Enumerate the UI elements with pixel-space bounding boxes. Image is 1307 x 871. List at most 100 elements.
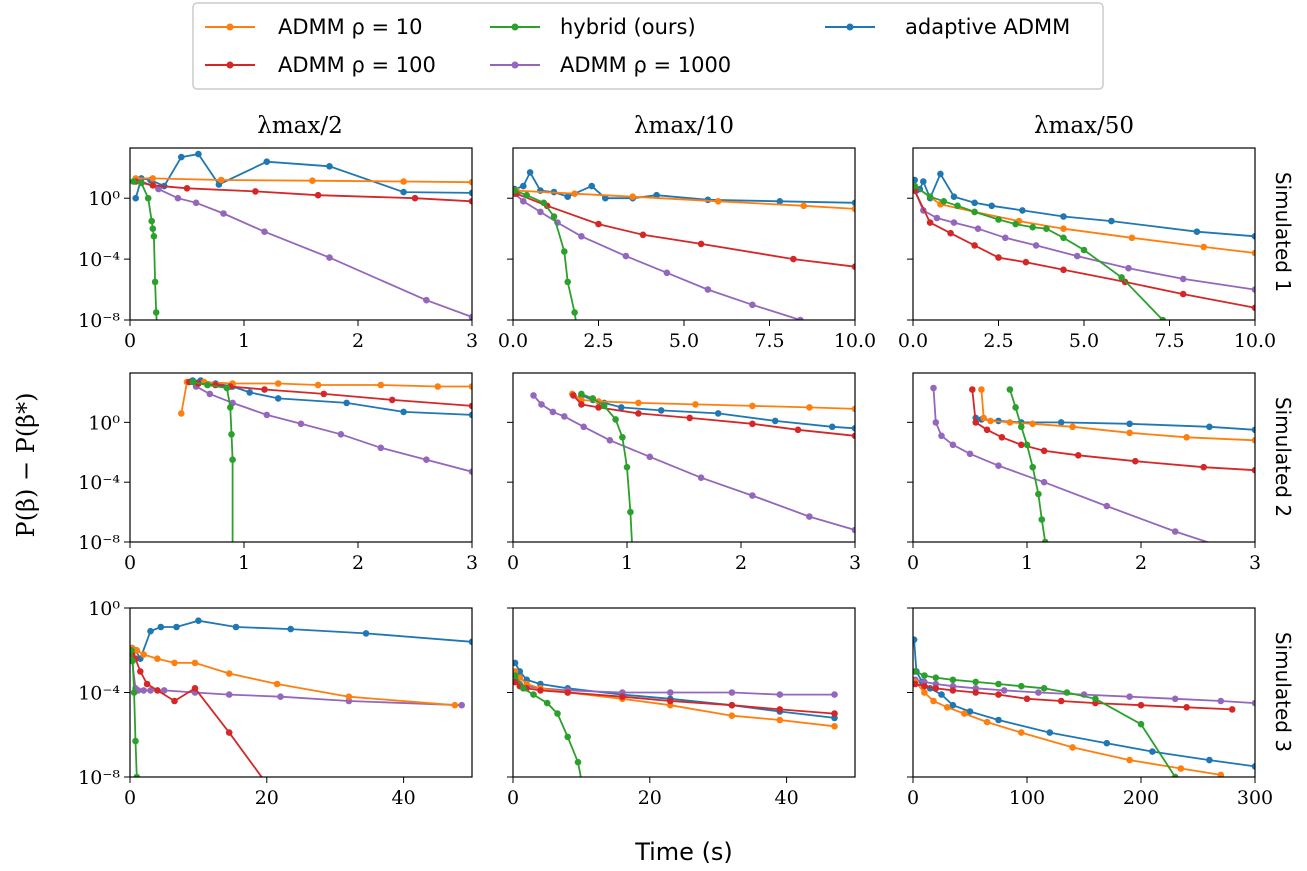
panel-r2c1-xtick-label: 0 [124,552,136,574]
panel-r2c2-point-adaptive-admm [828,423,836,431]
panel-r2c3-line-adaptive-admm [975,417,1255,431]
panel-r1c3-point-hybrid-ours- [1012,220,1019,228]
panel-r3c3-point-admm-100 [995,691,1002,698]
panel-r1c2-point-adaptive-admm [520,182,527,190]
panel-r2c3-point-adaptive-admm [1206,423,1213,431]
panel-r1c3-point-admm-1000 [1002,234,1009,242]
legend-marker-admm-rho-100 [226,61,234,69]
y-axis-label: P(β) − P(β*) [12,393,40,538]
panel-r1c3-point-admm-1000 [1179,275,1187,283]
panel-r1c2-point-admm-10 [800,202,807,210]
panel-r2c1-point-admm-1000 [297,420,305,428]
panel-r2c1-point-adaptive-admm [400,408,407,416]
panel-r3c2-frame [512,607,856,778]
panel-r1c3-point-admm-100 [947,229,954,237]
panel-r1c2-point-admm-1000 [749,301,756,309]
panel-r2c3-point-admm-100 [983,426,991,434]
panel-r2c1-point-admm-10 [274,380,282,387]
legend-label-adaptive-admm: adaptive ADMM [905,15,1070,39]
panel-r2c2-point-admm-10 [851,405,855,413]
panel-r1c1-ytick-label: 10⁻⁸ [78,310,120,332]
panel-r2c1-point-hybrid-ours- [227,404,234,411]
panel-r2c2-point-admm-100 [570,392,577,399]
panel-r2c2-point-hybrid-ours- [600,402,608,410]
panel-r3c1-point-adaptive-admm [287,625,295,633]
panel-r3c2-point-admm-100 [728,701,736,709]
panel-r1c3-point-hybrid-ours- [940,198,948,205]
panel-r1c2-point-hybrid-ours- [571,309,578,316]
panel-r2c3-point-hybrid-ours- [1035,490,1042,498]
panel-r3c1-point-admm-1000 [140,687,147,694]
panel-r3c1-point-hybrid-ours- [130,647,135,654]
panel-r3c3-point-admm-10 [1177,765,1185,772]
panel-r1c3-point-adaptive-admm [988,202,995,210]
panel-r3c2-series-group [513,659,838,777]
panel-r1c1-line-adaptive-admm [134,153,472,199]
panel-r2c2-point-admm-10 [749,402,756,410]
panel-r3c1-line-admm-1000 [131,660,462,707]
panel-r1c1-point-admm-10 [309,177,316,184]
panel-r3c1-point-admm-100 [225,729,233,736]
panel-r1c2-point-admm-1000 [622,252,630,260]
panel-r2c3-line-admm-100 [971,389,1255,472]
panel-r1c3-point-admm-10 [1128,234,1136,242]
legend-marker-adaptive-admm [846,23,854,31]
panel-r1c3-point-adaptive-admm [1251,233,1255,240]
panel-r1c3-line-adaptive-admm [913,171,1255,238]
panel-r2c2-point-admm-100 [578,401,585,408]
panel-r3c3-point-hybrid-ours- [932,674,940,681]
panel-r3c1-point-adaptive-admm [147,627,154,635]
legend-label-admm-rho-100: ADMM ρ = 100 [278,53,436,77]
panel-r1c1-point-admm-100 [252,188,259,195]
col-title-3: λmax/50 [1034,113,1134,139]
panel-r2c2-series-group [530,390,855,542]
panel-r1c2-point-admm-1000 [537,208,544,216]
panel-r3c3-point-hybrid-ours- [1063,689,1071,696]
panel-r1c3-point-admm-100 [1179,290,1187,298]
panel-r2c2-xtick-label: 0 [507,552,519,574]
panel-r1c2-point-admm-1000 [797,316,804,320]
panel-r2c3-point-admm-100 [1075,452,1082,459]
panel-r3c3-point-admm-10 [1018,729,1025,736]
panel-r3c1-series-group [130,617,472,777]
panel-r2c1-point-hybrid-ours- [229,554,236,561]
panel-r3c2-point-admm-10 [776,716,784,724]
panel-r1c3-point-admm-1000 [1073,252,1081,260]
panel-r2c2-point-hybrid-ours- [612,416,619,423]
panel-r1c2-line-admm-1000 [514,193,801,320]
panel-r1c2-line-admm-10 [516,189,855,210]
panel-r1c1-point-admm-1000 [174,194,182,202]
panel-r1c3-xtick-label: 2.5 [983,330,1013,352]
panel-r1c1-point-admm-10 [400,178,407,185]
panel-r2c1-point-adaptive-admm [468,411,472,419]
legend-label-admm-rho-1000: ADMM ρ = 1000 [560,53,731,77]
panel-r1c2-point-hybrid-ours- [561,248,568,255]
legend-entry-admm-rho-10: ADMM ρ = 10 [205,15,422,39]
panel-r3c1-point-hybrid-ours- [130,689,138,696]
col-title-2: λmax/10 [634,113,734,139]
panel-r1c2-point-adaptive-admm [776,198,784,205]
panel-r3c1-point-admm-10 [140,651,147,658]
panel-r1c2-point-adaptive-admm [564,193,571,200]
panel-r1c3-point-admm-100 [1060,266,1067,274]
panel-r1c1-point-adaptive-admm [263,158,271,165]
panel-r1c1-point-admm-10 [217,176,225,184]
panel-r2c3-point-hybrid-ours- [1006,386,1014,393]
panel-r1c2-xtick-label: 2.5 [583,330,613,352]
panel-r2c2-point-admm-100 [794,426,802,434]
panel-r2c3-point-admm-1000 [949,441,957,449]
panel-r2c3-line-admm-1000 [932,387,1211,542]
panel-r2c1-point-admm-10 [178,410,185,417]
panel-r2c1-xtick-label: 3 [466,552,478,574]
panel-r1c1-point-hybrid-ours- [130,178,137,185]
panel-r1c1-series-group [130,150,472,320]
panel-r2c2-xtick-label: 3 [849,552,861,574]
row-label-1: Simulated 1 [1271,172,1295,292]
legend-label-hybrid: hybrid (ours) [560,15,696,39]
panel-r1c2-xtick-label: 10.0 [834,330,876,352]
panel-r3c2-point-hybrid-ours- [554,710,561,717]
panel-r1c2-point-admm-1000 [663,269,671,277]
panel-r2c3-point-admm-1000 [995,462,1002,470]
panel-r1c1-ytick-label: 10⁻⁴ [78,249,120,271]
panel-r1c2-point-hybrid-ours- [575,332,582,339]
